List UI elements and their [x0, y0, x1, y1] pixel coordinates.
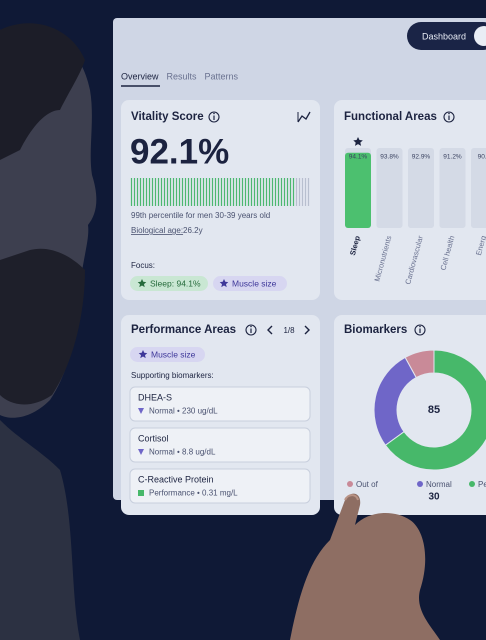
bar [376, 152, 403, 228]
info-icon [414, 324, 426, 336]
hand [290, 493, 440, 640]
bar-category: Energ [474, 235, 486, 257]
page-indicator: 1/8 [283, 326, 295, 335]
person [0, 23, 97, 640]
focus-chip[interactable] [130, 276, 208, 291]
tab[interactable]: Patterns [205, 71, 239, 81]
next-arrow[interactable] [304, 325, 310, 335]
functional-title: Functional Areas [344, 111, 437, 123]
vitality-title: Vitality Score [131, 111, 204, 123]
bar-value: 92.9% [412, 154, 431, 161]
chip-text[interactable]: Muscle size [151, 349, 196, 359]
bio-age-label: Biological age: [131, 226, 183, 235]
bio-age: 26.2y [183, 226, 203, 235]
chart-icon[interactable] [297, 111, 311, 123]
legend-label: Pe [478, 480, 486, 489]
bar-value: 94.1% [349, 154, 368, 161]
star-icon [353, 137, 363, 146]
legend: Out of Normal Pe [347, 480, 486, 489]
bar-value: 90.7 [478, 154, 486, 161]
biomarker-name: Cortisol [138, 433, 169, 443]
toggle-knob[interactable] [474, 26, 486, 46]
biomarker-item[interactable] [129, 427, 311, 463]
bar-value: 93.8% [380, 154, 399, 161]
status-icon [138, 449, 144, 455]
legend-label: Out of [356, 480, 379, 489]
tab[interactable]: Overview [121, 71, 159, 81]
status-icon [138, 408, 144, 414]
bar [345, 152, 371, 228]
bar [471, 155, 486, 228]
performance-chip[interactable] [130, 347, 205, 362]
bar [408, 153, 434, 228]
score-bar [130, 178, 310, 206]
biomarker-detail: Normal • 8.8 ug/dL [149, 448, 216, 457]
percentile: 99th percentile for men 30-39 years old [131, 211, 270, 220]
focus-label: Focus: [131, 261, 155, 270]
performance-title: Performance Areas [131, 324, 236, 336]
focus-chip[interactable] [213, 276, 287, 291]
info-icon [208, 111, 220, 123]
biomarker-list: DHEA-S Normal • 230 ug/dL Cortisol Normal •… [129, 386, 311, 504]
biomarker-item[interactable] [129, 468, 311, 504]
legend-label: Normal [426, 480, 452, 489]
subtitle: Supporting biomarkers: [131, 371, 214, 380]
vitality-score: 92.1% [130, 132, 229, 171]
focus-text[interactable]: Sleep: 94.1% [150, 278, 201, 288]
vitality-card [121, 100, 320, 300]
toggle-label[interactable]: Dashboard [422, 31, 466, 41]
biomarker-item[interactable] [129, 386, 311, 422]
biomarker-detail: Performance • 0.31 mg/L [149, 489, 238, 498]
legend-swatch [347, 481, 353, 487]
donut [373, 349, 486, 471]
star-icon [138, 350, 148, 359]
info-icon [245, 324, 257, 336]
info-icon [443, 111, 455, 123]
toggle[interactable] [407, 22, 486, 50]
legend-swatch [469, 481, 475, 487]
biomarker-name: DHEA-S [138, 392, 172, 402]
footer-number: 30 [428, 492, 440, 503]
donut-center: 85 [428, 404, 440, 416]
biomarker-name: C-Reactive Protein [138, 474, 214, 484]
bar-value: 91.2% [443, 154, 462, 161]
biomarker-detail: Normal • 230 ug/dL [149, 407, 218, 416]
star-icon [137, 279, 147, 288]
donut-segment [384, 349, 486, 471]
status-icon [138, 490, 144, 496]
tab[interactable]: Results [167, 71, 198, 81]
legend-swatch [417, 481, 423, 487]
functional-bars: 94.1%Sleep93.8%Micronutrients92.9%Cardio… [345, 148, 486, 285]
bar [439, 155, 466, 228]
biomarkers-title: Biomarkers [344, 324, 407, 336]
focus-text[interactable]: Muscle size [232, 278, 277, 288]
prev-arrow[interactable] [267, 325, 273, 335]
tabs: Overview Results Patterns [121, 71, 239, 81]
star-icon [219, 279, 229, 288]
